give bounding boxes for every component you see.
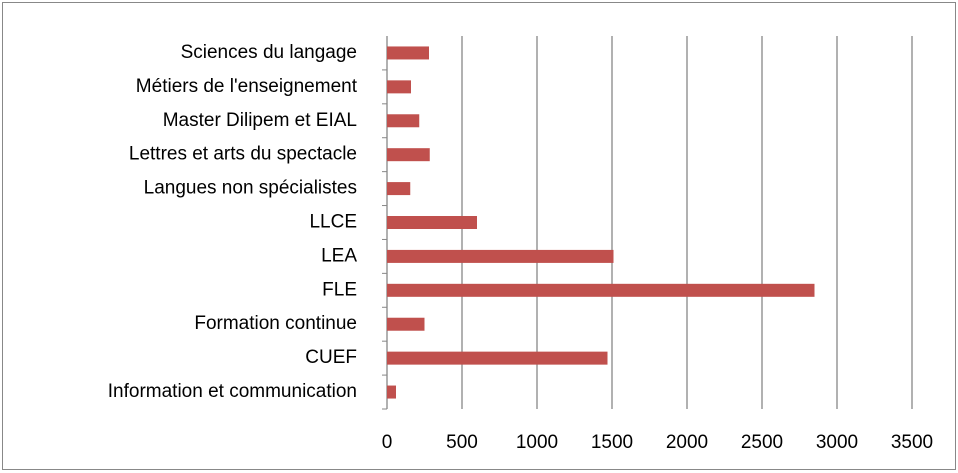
y-tick-label: FLE [322,279,357,300]
y-tick-label: Langues non spécialistes [144,178,357,199]
y-tick-label: LLCE [309,212,357,233]
x-tick-label: 0 [382,432,393,453]
bar [387,80,411,94]
y-tick-label: Formation continue [194,313,357,334]
x-tick-label: 1500 [591,432,633,453]
x-tick-label: 500 [446,432,478,453]
y-tick-label: CUEF [305,347,357,368]
x-tick-label: 1000 [516,432,558,453]
bar [387,46,429,60]
bar [387,317,425,331]
bar [387,283,815,297]
x-tick-label: 3500 [891,432,933,453]
y-tick-label: Master Dilipem et EIAL [163,110,357,131]
bar [387,114,420,128]
bar [387,216,477,229]
y-tick-label: Sciences du langage [181,42,357,63]
y-tick-label: Métiers de l'enseignement [136,76,358,97]
y-tick-label: Information et communication [108,381,357,402]
bar [387,148,430,162]
bar [387,249,614,263]
x-tick-label: 2500 [741,432,783,453]
x-tick-label: 2000 [666,432,708,453]
y-tick-label: LEA [321,245,357,266]
y-tick-label: Lettres et arts du spectacle [129,144,357,165]
bar [387,385,396,399]
bar [387,182,411,196]
bar [387,351,608,365]
x-tick-label: 3000 [816,432,858,453]
